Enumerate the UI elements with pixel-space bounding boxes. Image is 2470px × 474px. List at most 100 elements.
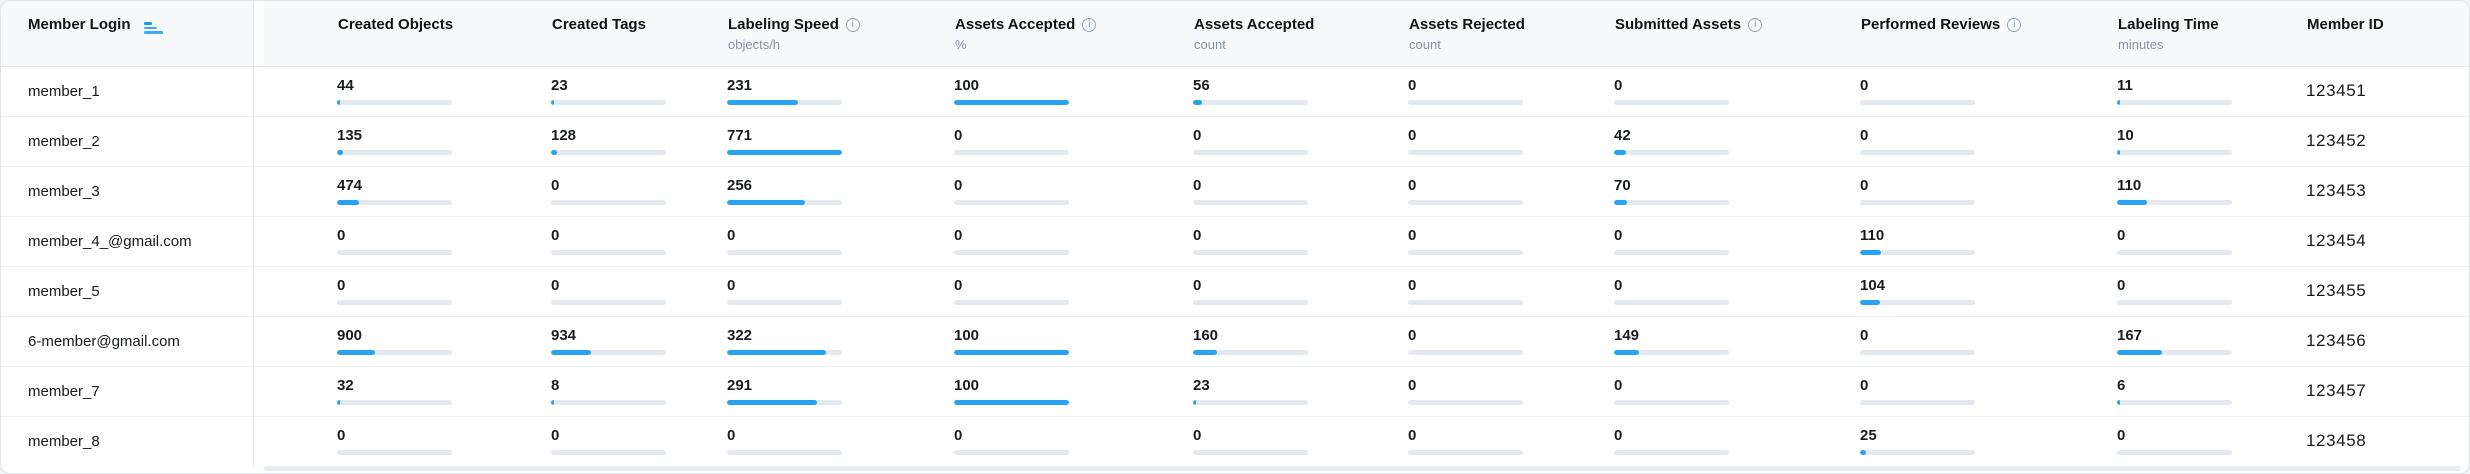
metric-value: 0 (1860, 77, 1869, 94)
member-login-cell[interactable]: member_1 (1, 67, 254, 116)
metric-bar (551, 100, 666, 105)
metric-cell-assets-accepted-count: 56 (1193, 67, 1408, 116)
table-row[interactable]: 6-member@gmail.com 900 934 322 100 160 0 149 0 16… (1, 317, 2469, 367)
column-header-assets-rejected-count[interactable]: Assets Rejected count (1409, 1, 1615, 66)
member-login-cell[interactable]: member_3 (1, 167, 254, 216)
column-header-labeling-time[interactable]: Labeling Time minutes (2118, 1, 2307, 66)
metric-cell-created-tags: 23 (551, 67, 727, 116)
column-header-submitted-assets[interactable]: Submitted Assets i (1615, 1, 1861, 66)
metric-cell-assets-accepted-pct: 100 (954, 317, 1193, 366)
metric-value: 23 (1193, 377, 1210, 394)
metric-bar (1860, 250, 1975, 255)
column-header-member-id[interactable]: Member ID (2307, 1, 2469, 66)
metric-value: 25 (1860, 427, 1877, 444)
metric-bar (727, 100, 842, 105)
metric-cell-created-tags: 8 (551, 367, 727, 416)
metric-value: 0 (2117, 227, 2126, 244)
metric-bar (1614, 400, 1729, 405)
table-row[interactable]: member_3 474 0 256 0 0 0 70 0 110 123453 (1, 167, 2469, 217)
metric-cell-created-objects: 0 (337, 417, 551, 467)
table-row[interactable]: member_5 0 0 0 0 0 0 0 104 0 123455 (1, 267, 2469, 317)
column-header-performed-reviews[interactable]: Performed Reviews i (1861, 1, 2118, 66)
table-row[interactable]: member_8 0 0 0 0 0 0 0 25 0 123458 (1, 417, 2469, 467)
metric-bar-fill (551, 150, 557, 155)
metric-value: 0 (551, 227, 560, 244)
table-row[interactable]: member_2 135 128 771 0 0 0 42 0 10 123452 (1, 117, 2469, 167)
metric-bar (2117, 200, 2232, 205)
column-header-member-login[interactable]: Member Login (1, 1, 254, 67)
metric-bar (1860, 200, 1975, 205)
metric-cell-labeling-speed: 322 (727, 317, 954, 366)
sort-ascending-icon[interactable] (143, 22, 163, 34)
metric-value: 0 (2117, 277, 2126, 294)
info-icon[interactable]: i (2007, 18, 2022, 32)
column-header-created-objects[interactable]: Created Objects (338, 1, 552, 66)
column-header-unit: count (1194, 37, 1226, 52)
table-header-row: Member Login Created Objects Created Tags… (1, 1, 2469, 67)
column-header-created-tags[interactable]: Created Tags (552, 1, 728, 66)
metric-cell-assets-rejected-count: 0 (1408, 67, 1614, 116)
member-login-cell[interactable]: member_7 (1, 367, 254, 416)
member-login-cell[interactable]: member_4_@gmail.com (1, 217, 254, 266)
metric-value: 0 (1614, 377, 1623, 394)
info-icon[interactable]: i (845, 18, 860, 32)
metric-cells: 44 23 231 100 56 0 0 0 11 123451 (254, 67, 2469, 116)
info-icon[interactable]: i (1748, 18, 1763, 32)
member-login-cell[interactable]: member_8 (1, 417, 254, 467)
table-row[interactable]: member_7 32 8 291 100 23 0 0 0 6 123457 (1, 367, 2469, 417)
metric-cell-created-objects: 0 (337, 217, 551, 266)
metric-value: 0 (1860, 127, 1869, 144)
metric-bar-fill (2117, 100, 2121, 105)
metric-bar (1193, 200, 1308, 205)
member-login-cell[interactable]: 6-member@gmail.com (1, 317, 254, 366)
metric-value: 0 (1408, 177, 1417, 194)
metric-cell-assets-rejected-count: 0 (1408, 117, 1614, 166)
metric-cell-labeling-time: 11 (2117, 67, 2306, 116)
metric-cell-created-tags: 0 (551, 417, 727, 467)
metric-bar (1193, 250, 1308, 255)
metric-bar (337, 200, 452, 205)
metric-cell-assets-accepted-count: 0 (1193, 267, 1408, 316)
metric-value: 44 (337, 77, 354, 94)
metric-bar (727, 300, 842, 305)
metric-cell-submitted-assets: 0 (1614, 417, 1860, 467)
metric-cell-performed-reviews: 110 (1860, 217, 2117, 266)
horizontal-scrollbar[interactable] (264, 466, 2461, 471)
metric-bar-fill (954, 100, 1069, 105)
metric-cell-assets-accepted-pct: 0 (954, 267, 1193, 316)
table-row[interactable]: member_1 44 23 231 100 56 0 0 0 11 123451 (1, 67, 2469, 117)
member-id-cell: 123451 (2306, 81, 2367, 100)
metric-bar (1193, 350, 1308, 355)
metric-bar (1408, 300, 1523, 305)
column-header-label: Assets Accepted (1194, 16, 1315, 33)
metric-bar (1614, 450, 1729, 455)
metric-bar (1614, 250, 1729, 255)
metric-bar-fill (727, 200, 806, 205)
member-login-cell[interactable]: member_5 (1, 267, 254, 316)
metric-cell-labeling-speed: 0 (727, 217, 954, 266)
metric-value: 0 (1408, 277, 1417, 294)
column-header-assets-accepted-count[interactable]: Assets Accepted count (1194, 1, 1409, 66)
column-header-unit: % (955, 37, 967, 52)
column-header-labeling-speed[interactable]: Labeling Speed i objects/h (728, 1, 955, 66)
metric-value: 0 (954, 227, 963, 244)
member-login-cell[interactable]: member_2 (1, 117, 254, 166)
metric-bar-fill (1860, 250, 1881, 255)
metric-value: 100 (954, 327, 980, 344)
member-id-cell: 123452 (2306, 131, 2367, 150)
table-row[interactable]: member_4_@gmail.com 0 0 0 0 0 0 0 110 0 123454 (1, 217, 2469, 267)
metric-bar (1408, 450, 1523, 455)
metric-value: 0 (1408, 227, 1417, 244)
metric-cell-created-objects: 135 (337, 117, 551, 166)
metric-bar (1408, 100, 1523, 105)
metric-value: 104 (1860, 277, 1886, 294)
column-header-assets-accepted-pct[interactable]: Assets Accepted i% (955, 1, 1194, 66)
metric-value: 149 (1614, 327, 1640, 344)
metric-cell-labeling-speed: 0 (727, 267, 954, 316)
metric-bar (1408, 400, 1523, 405)
metric-cell-created-tags: 0 (551, 267, 727, 316)
metric-cell-created-objects: 44 (337, 67, 551, 116)
info-icon[interactable]: i (1082, 18, 1097, 32)
metric-value: 0 (1193, 277, 1202, 294)
metric-value: 167 (2117, 327, 2143, 344)
